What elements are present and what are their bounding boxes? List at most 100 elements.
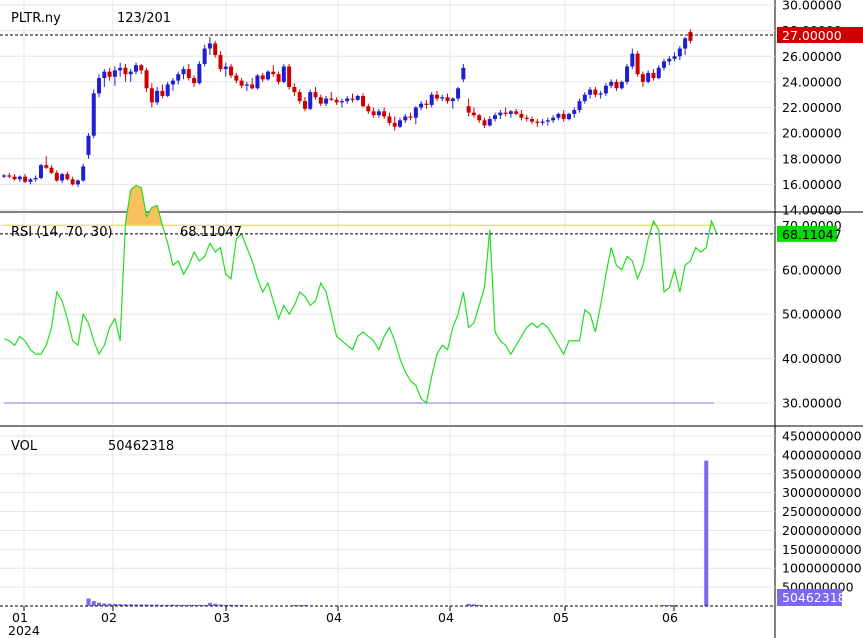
candle-body	[582, 94, 587, 102]
price-axis: 14.00000 16.00000 18.00000 20.00000 22.00000…	[0, 0, 863, 218]
candle-body	[609, 81, 614, 86]
candle-body	[545, 120, 550, 122]
candle-body	[503, 112, 508, 114]
candle-body	[91, 93, 96, 136]
volume-bar	[144, 604, 149, 606]
volume-bar	[672, 605, 677, 607]
price-tick-label: 22.00000	[782, 100, 842, 115]
candle-body	[350, 98, 355, 100]
candle-body	[2, 175, 6, 177]
candle-body	[450, 98, 455, 102]
x-year-label: 2024	[8, 623, 40, 638]
candle-body	[250, 84, 255, 89]
volume-bar	[97, 602, 102, 606]
x-tick-label: 01	[12, 610, 28, 625]
time-axis: 01 02 03 04 04 05 06 2024	[8, 606, 678, 638]
candle-body	[229, 66, 234, 76]
candle-body	[667, 58, 672, 62]
candle-body	[81, 166, 86, 181]
candle-body	[75, 180, 80, 185]
candle-body	[118, 67, 123, 71]
volume-bar	[107, 603, 112, 606]
candle-body	[65, 174, 70, 180]
volume-bar	[186, 604, 191, 606]
candle-body	[445, 97, 450, 102]
candle-body	[640, 74, 645, 82]
price-gridlines	[0, 0, 775, 211]
volume-bar	[192, 604, 197, 606]
candle-body	[202, 48, 207, 64]
candle-body	[508, 111, 513, 114]
candle-body	[514, 111, 519, 114]
candle-body	[170, 80, 175, 85]
candle-body	[535, 121, 540, 123]
candle-body	[630, 53, 635, 67]
candle-body	[276, 74, 281, 82]
candle-body	[213, 43, 218, 55]
volume-tick-label: 3500000000	[782, 466, 862, 481]
candle-body	[218, 54, 223, 70]
price-tick-label: 16.00000	[782, 177, 842, 192]
rsi-panel: 30.0000040.0000050.0000060.0000070.00000…	[0, 184, 842, 424]
candle-body	[345, 98, 350, 102]
x-tick-label: 04	[438, 610, 454, 625]
volume-bar	[149, 604, 154, 606]
volume-bar	[223, 604, 228, 606]
candle-body	[38, 165, 43, 178]
candle-body	[160, 90, 165, 96]
symbol-label: PLTR.ny	[11, 11, 61, 26]
candle-body	[429, 94, 434, 105]
candle-body	[149, 88, 154, 103]
volume-bar	[229, 604, 234, 606]
candle-body	[287, 66, 292, 87]
volume-bar	[667, 605, 672, 607]
candle-body	[339, 101, 344, 103]
volume-bar	[218, 604, 223, 606]
candle-body	[603, 85, 608, 94]
volume-tick-label: 2000000000	[782, 523, 862, 538]
candle-body	[551, 117, 556, 121]
rsi-overbought-fill	[125, 185, 714, 226]
rsi-axis: 30.0000040.0000050.0000060.0000070.00000…	[0, 218, 842, 411]
candle-body	[12, 176, 17, 180]
candle-body	[561, 113, 566, 120]
candle-body	[556, 113, 561, 118]
candle-body	[572, 110, 577, 114]
candle-body	[651, 72, 656, 79]
rsi-gridlines	[0, 214, 775, 424]
price-panel: 14.00000 16.00000 18.00000 20.00000 22.00000…	[0, 0, 863, 218]
candle-body	[524, 117, 529, 120]
volume-bar	[302, 605, 307, 607]
candle-body	[7, 175, 12, 177]
candle-body	[165, 84, 170, 96]
candle-body	[424, 103, 429, 105]
candle-body	[688, 31, 693, 41]
candle-body	[419, 103, 424, 108]
candle-body	[181, 69, 186, 75]
volume-tick-label: 1500000000	[782, 542, 862, 557]
candle-body	[593, 89, 598, 95]
rsi-tick-label: 50.00000	[782, 307, 842, 322]
candle-body	[434, 94, 439, 99]
candle-body	[366, 106, 371, 112]
candle-body	[588, 89, 593, 95]
volume-panel: 5000000001000000000150000000020000000002…	[0, 428, 862, 607]
volume-bar	[466, 603, 471, 606]
x-tick-label: 02	[101, 610, 117, 625]
candle-body	[635, 53, 640, 75]
rsi-current-value: 68.11047	[180, 225, 242, 240]
candle-body	[23, 176, 28, 182]
candle-body	[672, 56, 677, 59]
rsi-title: RSI (14, 70, 30)	[11, 225, 113, 240]
price-tick-label: 14.00000	[782, 203, 842, 218]
candle-body	[398, 120, 402, 127]
candle-body	[186, 69, 191, 79]
candle-body	[28, 179, 33, 182]
candle-body	[144, 70, 149, 89]
last-price-tag-label: 27.00000	[782, 28, 842, 43]
volume-title: VOL	[11, 439, 38, 454]
candle-body	[134, 65, 138, 72]
volume-bar	[165, 604, 170, 606]
candle-body	[70, 179, 75, 185]
